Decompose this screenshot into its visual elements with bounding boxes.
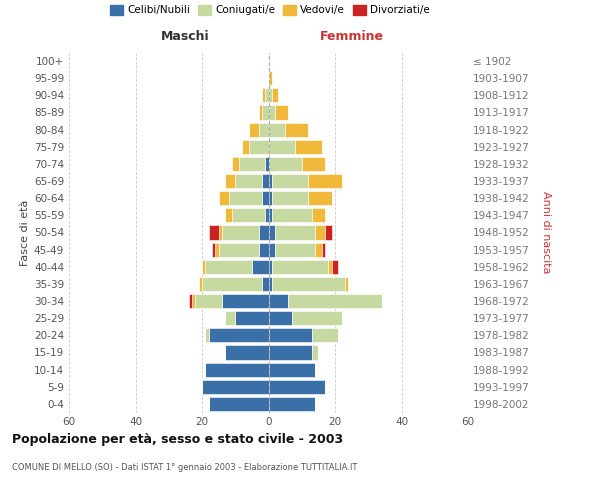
Bar — [269, 174, 272, 188]
Bar — [275, 242, 315, 256]
Bar — [285, 122, 308, 136]
Bar — [269, 226, 275, 239]
Bar — [269, 122, 285, 136]
Bar — [248, 140, 269, 154]
Bar — [218, 242, 259, 256]
Bar — [205, 362, 269, 376]
Bar — [272, 208, 312, 222]
Bar — [269, 397, 315, 411]
Bar — [312, 346, 319, 360]
Bar — [225, 208, 232, 222]
Bar — [225, 311, 235, 325]
Bar — [209, 226, 218, 239]
Bar — [239, 157, 265, 171]
Bar — [272, 191, 308, 205]
Bar — [315, 226, 325, 239]
Bar — [205, 260, 252, 274]
Bar — [209, 328, 269, 342]
Bar — [295, 140, 322, 154]
Bar — [345, 277, 348, 291]
Bar — [322, 242, 325, 256]
Bar — [262, 174, 269, 188]
Bar — [275, 226, 315, 239]
Text: COMUNE DI MELLO (SO) - Dati ISTAT 1° gennaio 2003 - Elaborazione TUTTITALIA.IT: COMUNE DI MELLO (SO) - Dati ISTAT 1° gen… — [12, 462, 358, 471]
Bar — [269, 260, 272, 274]
Bar — [259, 226, 269, 239]
Bar — [265, 88, 269, 102]
Bar — [269, 328, 312, 342]
Bar — [229, 191, 262, 205]
Bar — [225, 346, 269, 360]
Bar — [312, 208, 325, 222]
Bar — [269, 380, 325, 394]
Bar — [302, 157, 325, 171]
Bar — [269, 311, 292, 325]
Bar — [269, 242, 275, 256]
Bar — [232, 157, 239, 171]
Y-axis label: Anni di nascita: Anni di nascita — [541, 191, 551, 274]
Bar — [269, 71, 272, 85]
Bar — [196, 294, 222, 308]
Bar — [262, 277, 269, 291]
Bar — [242, 140, 248, 154]
Bar — [269, 208, 272, 222]
Bar — [269, 88, 272, 102]
Bar — [272, 174, 308, 188]
Bar — [332, 260, 338, 274]
Bar — [218, 226, 222, 239]
Bar — [259, 242, 269, 256]
Bar — [215, 242, 218, 256]
Bar — [262, 191, 269, 205]
Bar — [265, 157, 269, 171]
Bar — [202, 380, 269, 394]
Bar — [248, 122, 259, 136]
Bar — [202, 260, 205, 274]
Bar — [222, 226, 259, 239]
Bar — [259, 106, 262, 120]
Bar — [225, 174, 235, 188]
Legend: Celibi/Nubili, Coniugati/e, Vedovi/e, Divorziati/e: Celibi/Nubili, Coniugati/e, Vedovi/e, Di… — [110, 5, 430, 15]
Bar — [259, 122, 269, 136]
Bar — [235, 311, 269, 325]
Text: Maschi: Maschi — [161, 30, 209, 43]
Bar — [292, 311, 341, 325]
Bar — [308, 174, 341, 188]
Bar — [232, 208, 265, 222]
Bar — [289, 294, 382, 308]
Bar — [202, 277, 262, 291]
Bar — [269, 362, 315, 376]
Bar — [269, 346, 312, 360]
Bar — [218, 191, 229, 205]
Bar — [189, 294, 192, 308]
Bar — [308, 191, 332, 205]
Bar — [252, 260, 269, 274]
Text: Popolazione per età, sesso e stato civile - 2003: Popolazione per età, sesso e stato civil… — [12, 432, 343, 446]
Bar — [269, 157, 302, 171]
Bar — [269, 294, 289, 308]
Bar — [269, 140, 295, 154]
Bar — [199, 277, 202, 291]
Bar — [262, 106, 269, 120]
Bar — [192, 294, 196, 308]
Bar — [312, 328, 338, 342]
Bar — [209, 397, 269, 411]
Bar — [315, 242, 322, 256]
Bar — [272, 88, 278, 102]
Bar — [222, 294, 269, 308]
Bar — [212, 242, 215, 256]
Bar — [262, 88, 265, 102]
Bar — [325, 226, 332, 239]
Bar — [272, 277, 345, 291]
Bar — [269, 191, 272, 205]
Bar — [205, 328, 209, 342]
Text: Femmine: Femmine — [320, 30, 383, 43]
Bar — [269, 106, 275, 120]
Bar — [265, 208, 269, 222]
Bar — [235, 174, 262, 188]
Bar — [275, 106, 289, 120]
Bar — [269, 277, 272, 291]
Y-axis label: Fasce di età: Fasce di età — [20, 200, 30, 266]
Bar — [328, 260, 332, 274]
Bar — [272, 260, 328, 274]
